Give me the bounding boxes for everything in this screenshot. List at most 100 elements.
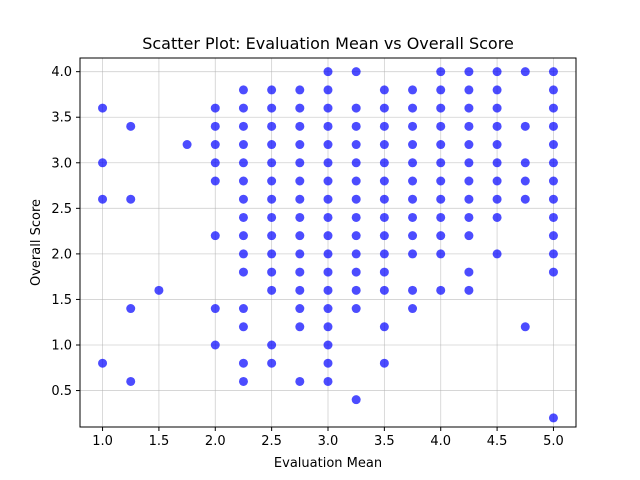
chart-title: Scatter Plot: Evaluation Mean vs Overall… [142,34,514,53]
data-point [464,194,474,204]
data-point [408,212,418,222]
data-point [323,304,333,314]
data-point [492,85,502,95]
data-point [295,304,305,314]
data-point [323,67,333,77]
y-tick-label: 1.5 [51,293,72,308]
data-point [323,194,333,204]
data-point [436,85,446,95]
data-point [351,194,361,204]
data-point [351,231,361,241]
data-point [408,231,418,241]
data-point [464,158,474,168]
data-point [408,249,418,259]
data-point [295,249,305,259]
y-tick-label: 2.5 [51,202,72,217]
y-tick-label: 4.0 [51,65,72,80]
data-point [492,194,502,204]
data-point [464,231,474,241]
data-point [210,140,220,150]
data-point [323,103,333,113]
data-point [323,158,333,168]
data-point [436,67,446,77]
data-point [520,67,530,77]
data-point [379,322,389,332]
data-point [379,231,389,241]
data-point [408,103,418,113]
data-point [492,67,502,77]
x-tick-label: 4.0 [430,434,451,449]
data-point [295,158,305,168]
data-point [379,85,389,95]
data-point [323,322,333,332]
x-tick-label: 5.0 [543,434,564,449]
data-point [267,340,277,350]
data-point [351,267,361,277]
data-point [464,285,474,295]
data-point [520,194,530,204]
data-point [548,103,558,113]
data-point [238,194,248,204]
data-point [436,121,446,131]
data-point [295,140,305,150]
data-point [210,304,220,314]
data-point [323,358,333,368]
data-point [295,121,305,131]
data-point [351,103,361,113]
data-point [464,212,474,222]
data-point [492,176,502,186]
x-axis-ticks: 1.0 1.5 2.0 2.5 3.0 3.5 4.0 4.5 5.0 [92,427,564,449]
data-point [323,249,333,259]
data-point [323,140,333,150]
data-point [267,140,277,150]
data-point [126,194,136,204]
data-point [323,121,333,131]
data-point [492,249,502,259]
data-point [126,121,136,131]
data-point [351,304,361,314]
data-point [464,267,474,277]
x-tick-label: 1.5 [149,434,170,449]
data-point [323,376,333,386]
data-point [548,194,558,204]
data-point [520,176,530,186]
data-point [379,212,389,222]
data-point [408,121,418,131]
data-point [267,121,277,131]
data-point [295,267,305,277]
data-point [267,176,277,186]
data-point [267,358,277,368]
data-point [210,121,220,131]
data-point [238,231,248,241]
data-point [323,340,333,350]
data-point [238,103,248,113]
data-point [464,67,474,77]
data-point [492,212,502,222]
data-point [238,158,248,168]
data-point [238,376,248,386]
data-point [323,176,333,186]
y-tick-label: 1.0 [51,339,72,354]
data-point [436,140,446,150]
data-point [436,231,446,241]
data-point [238,212,248,222]
data-point [408,194,418,204]
data-point [295,231,305,241]
data-point [126,376,136,386]
data-point [126,304,136,314]
y-tick-label: 2.0 [51,247,72,262]
data-point [238,140,248,150]
data-point [379,249,389,259]
data-point [436,249,446,259]
data-point [351,67,361,77]
data-point [548,158,558,168]
data-point [323,85,333,95]
data-point [464,103,474,113]
data-point [267,285,277,295]
data-point [351,395,361,405]
data-point [379,176,389,186]
data-point [408,304,418,314]
y-tick-label: 0.5 [51,384,72,399]
x-tick-label: 2.5 [261,434,282,449]
